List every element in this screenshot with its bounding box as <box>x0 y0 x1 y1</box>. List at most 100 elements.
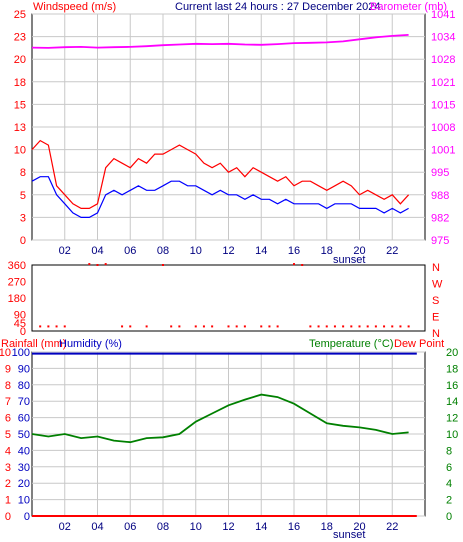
compass-label: N <box>432 328 440 340</box>
direction-plot-frame <box>31 264 426 332</box>
humidity-tick-label: 50 <box>18 429 30 441</box>
temperature-tick-label: 8 <box>446 445 452 457</box>
direction-point <box>260 325 263 328</box>
temperature-x-axis: 02 04 06 08 10 12 14 16 18 20 22 <box>59 521 399 533</box>
direction-point <box>358 325 361 328</box>
rain-tick-label: 1 <box>5 495 11 507</box>
compass-label: S <box>432 295 439 307</box>
humidity-left-axis: 0 10 20 30 40 50 60 70 80 90 100 <box>12 347 30 523</box>
temperature-title: Temperature (°C) <box>309 338 393 350</box>
wind-tick-label: 18 <box>14 77 26 89</box>
wind-tick-label: 13 <box>14 122 26 134</box>
x-tick-label: 02 <box>59 245 71 257</box>
x-tick-label: 10 <box>190 521 202 533</box>
baro-tick-label: 1034 <box>431 32 455 44</box>
baro-tick-label: 1001 <box>431 145 455 157</box>
direction-point <box>383 325 386 328</box>
wind-tick-label: 10 <box>14 145 26 157</box>
baro-right-axis: 975 982 988 995 1001 1008 1015 1021 1028 1034 1041 <box>431 9 455 247</box>
rain-tick-label: 9 <box>5 363 11 375</box>
direction-point <box>235 325 238 328</box>
direction-point <box>309 325 312 328</box>
x-tick-label: 04 <box>91 521 103 533</box>
baro-tick-label: 1015 <box>431 99 455 111</box>
direction-point <box>243 325 246 328</box>
temperature-tick-label: 4 <box>446 478 452 490</box>
wind-tick-label: 0 <box>20 235 26 247</box>
direction-point <box>178 325 181 328</box>
direction-point <box>96 264 99 266</box>
direction-point <box>227 325 230 328</box>
humidity-tick-label: 70 <box>18 396 30 408</box>
direction-point <box>317 325 320 328</box>
rain-tick-label: 5 <box>5 429 11 441</box>
direction-point <box>63 325 66 328</box>
direction-point <box>391 325 394 328</box>
humidity-tick-label: 90 <box>18 363 30 375</box>
rain-tick-label: 0 <box>5 511 11 523</box>
x-tick-label: 20 <box>353 245 365 257</box>
direction-tick-label: 270 <box>8 277 26 289</box>
rainfall-title: Rainfall (mm) <box>1 338 66 350</box>
windspeed-title: Windspeed (m/s) <box>33 1 116 13</box>
direction-point <box>293 263 295 266</box>
x-tick-label: 20 <box>353 521 365 533</box>
direction-tick-label: 360 <box>8 260 26 272</box>
x-tick-label: 22 <box>386 521 398 533</box>
direction-point <box>39 325 42 328</box>
wind-tick-label: 20 <box>14 54 26 66</box>
baro-tick-label: 995 <box>431 167 449 179</box>
temperature-tick-label: 2 <box>446 495 452 507</box>
x-tick-label: 12 <box>222 521 234 533</box>
direction-points <box>39 263 410 328</box>
temperature-tick-label: 6 <box>446 462 452 474</box>
direction-point <box>55 325 58 328</box>
current-title: Current last 24 hours : 27 December 2024 <box>175 1 380 13</box>
x-tick-label: 08 <box>157 245 169 257</box>
rain-tick-label: 10 <box>0 347 11 359</box>
rain-tick-label: 6 <box>5 413 11 425</box>
baro-tick-label: 1028 <box>431 54 455 66</box>
humidity-tick-label: 100 <box>12 347 30 359</box>
temperature-grid <box>32 351 425 517</box>
x-tick-label: 22 <box>386 245 398 257</box>
x-tick-label: 06 <box>124 245 136 257</box>
rain-tick-label: 3 <box>5 462 11 474</box>
temperature-tick-label: 14 <box>446 396 458 408</box>
baro-tick-label: 982 <box>431 212 449 224</box>
direction-point <box>399 325 402 328</box>
direction-tick-label: 180 <box>8 293 26 305</box>
direction-point <box>145 325 148 328</box>
wind-grid <box>32 13 425 241</box>
wind-x-axis: 02 04 06 08 10 12 14 16 18 20 22 <box>59 245 399 257</box>
direction-point <box>47 325 50 328</box>
rain-tick-label: 2 <box>5 478 11 490</box>
rain-tick-label: 4 <box>5 445 11 457</box>
x-tick-label: 04 <box>91 245 103 257</box>
direction-point <box>211 325 214 328</box>
direction-point <box>104 263 107 266</box>
temperature-tick-label: 16 <box>446 380 458 392</box>
direction-point <box>162 264 164 266</box>
temperature-tick-label: 0 <box>446 511 452 523</box>
humidity-tick-label: 30 <box>18 462 30 474</box>
direction-point <box>325 325 328 328</box>
direction-point <box>366 325 369 328</box>
gust-line <box>31 139 410 209</box>
direction-point <box>342 325 345 328</box>
baro-tick-label: 1008 <box>431 122 455 134</box>
compass-label: E <box>432 312 439 324</box>
x-tick-label: 18 <box>321 521 333 533</box>
humidity-tick-label: 80 <box>18 380 30 392</box>
rain-left-axis: 0 1 2 3 4 5 6 7 8 9 10 <box>0 347 11 523</box>
humidity-tick-label: 10 <box>18 495 30 507</box>
direction-tick-label: 90 <box>14 310 26 322</box>
direction-point <box>202 325 205 328</box>
wind-left-axis: 0 3 5 8 10 13 15 18 20 23 25 <box>14 9 26 247</box>
direction-point <box>129 325 132 328</box>
direction-point <box>276 325 279 328</box>
